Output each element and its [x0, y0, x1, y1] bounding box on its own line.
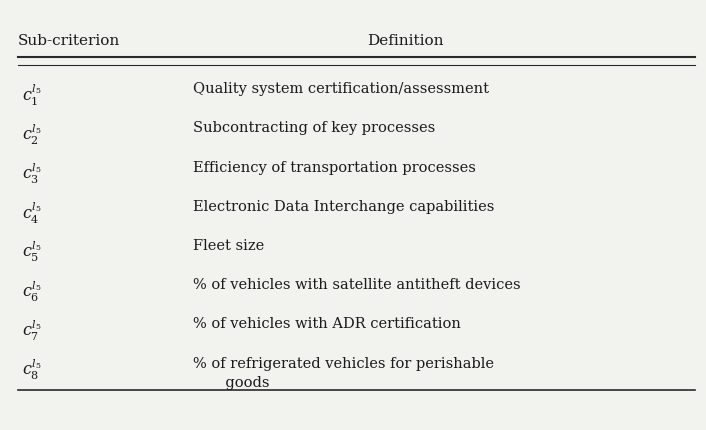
Text: $c_{1}^{l_5}$: $c_{1}^{l_5}$ [22, 82, 41, 108]
Text: Subcontracting of key processes: Subcontracting of key processes [193, 121, 435, 135]
Text: $c_{4}^{l_5}$: $c_{4}^{l_5}$ [22, 200, 41, 226]
Text: Sub-criterion: Sub-criterion [18, 34, 120, 48]
Text: % of refrigerated vehicles for perishable
       goods: % of refrigerated vehicles for perishabl… [193, 356, 493, 390]
Text: $c_{3}^{l_5}$: $c_{3}^{l_5}$ [22, 161, 41, 186]
Text: Quality system certification/assessment: Quality system certification/assessment [193, 82, 489, 96]
Text: Electronic Data Interchange capabilities: Electronic Data Interchange capabilities [193, 200, 494, 214]
Text: $c_{2}^{l_5}$: $c_{2}^{l_5}$ [22, 121, 41, 147]
Text: Definition: Definition [367, 34, 443, 48]
Text: $c_{5}^{l_5}$: $c_{5}^{l_5}$ [22, 239, 41, 264]
Text: $c_{8}^{l_5}$: $c_{8}^{l_5}$ [22, 356, 41, 382]
Text: % of vehicles with ADR certification: % of vehicles with ADR certification [193, 317, 460, 332]
Text: $c_{6}^{l_5}$: $c_{6}^{l_5}$ [22, 278, 41, 304]
Text: % of vehicles with satellite antitheft devices: % of vehicles with satellite antitheft d… [193, 278, 520, 292]
Text: Fleet size: Fleet size [193, 239, 264, 253]
Text: $c_{7}^{l_5}$: $c_{7}^{l_5}$ [22, 317, 41, 343]
Text: Efficiency of transportation processes: Efficiency of transportation processes [193, 161, 475, 175]
